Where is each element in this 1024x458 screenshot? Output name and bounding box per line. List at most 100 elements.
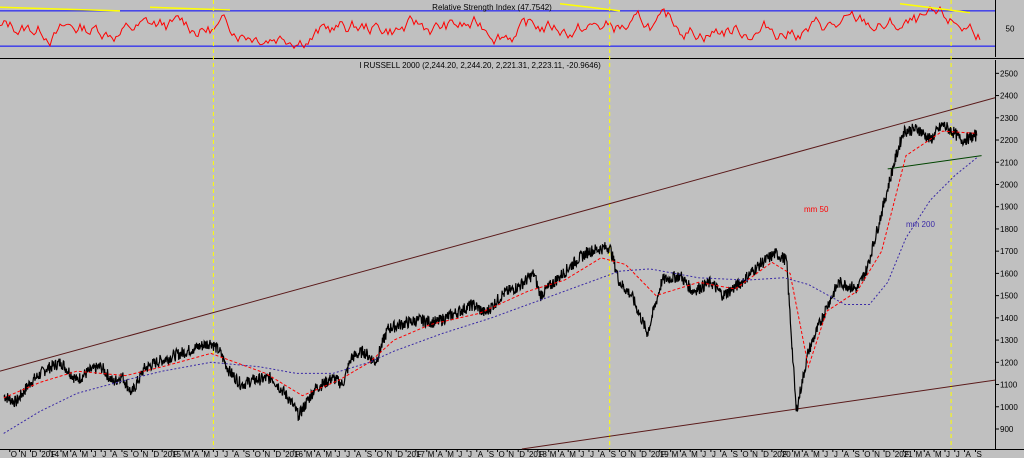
- y-tick-label: 1000: [1000, 403, 1018, 412]
- y-tick-label: 1300: [1000, 336, 1018, 345]
- x-tick-label: A: [234, 450, 240, 458]
- x-tick-label: A: [925, 450, 931, 458]
- y-tick-label: 1900: [1000, 203, 1018, 212]
- rsi-tick-label: 50: [1006, 25, 1015, 34]
- x-tick-label: J: [336, 450, 340, 458]
- x-tick-label: A: [722, 450, 728, 458]
- x-tick-label: D: [397, 450, 403, 458]
- x-tick-label: D: [153, 450, 159, 458]
- trendline-0: [0, 97, 996, 372]
- rsi-axis-bg: [995, 0, 1024, 57]
- x-tick-label: M: [203, 450, 210, 458]
- x-tick-label: S: [976, 450, 981, 458]
- y-tick-label: 2400: [1000, 92, 1018, 101]
- x-tick-label: 2015: [163, 450, 181, 458]
- rsi-title: Relative Strength Index (47.7542): [432, 3, 552, 12]
- x-tick-label: N: [264, 450, 270, 458]
- x-tick-label: M: [569, 450, 576, 458]
- x-tick-label: O: [255, 450, 261, 458]
- rsi-line: [0, 5, 981, 50]
- x-tick-label: A: [966, 450, 972, 458]
- x-tick-label: 2014: [41, 450, 59, 458]
- x-tick-label: J: [956, 450, 960, 458]
- y-tick-label: 2100: [1000, 158, 1018, 167]
- x-tick-label: S: [367, 450, 372, 458]
- x-tick-label: D: [275, 450, 281, 458]
- x-tick-label: J: [214, 450, 218, 458]
- rsi-trendline-1: [149, 6, 231, 11]
- y-tick-label: 1500: [1000, 292, 1018, 301]
- x-tick-label: A: [803, 450, 809, 458]
- y-tick-label: 1400: [1000, 314, 1018, 323]
- x-tick-label: M: [62, 450, 69, 458]
- axes: 900 1000 1100 1200 1300 1400 1500 1600 1700 1800 1…: [9, 69, 1018, 458]
- x-tick-label: O: [133, 450, 139, 458]
- x-tick-label: J: [580, 450, 584, 458]
- x-tick-label: N: [630, 450, 636, 458]
- x-tick-label: 2020: [773, 450, 791, 458]
- x-tick-label: A: [194, 450, 200, 458]
- x-tick-label: M: [306, 450, 313, 458]
- x-tick-label: O: [864, 450, 870, 458]
- x-tick-label: A: [72, 450, 78, 458]
- y-tick-label: 2500: [1000, 69, 1018, 78]
- x-tick-label: F: [51, 450, 56, 458]
- x-tick-label: D: [31, 450, 37, 458]
- x-tick-label: M: [81, 450, 88, 458]
- x-tick-label: F: [417, 450, 422, 458]
- y-tick-label: 2300: [1000, 114, 1018, 123]
- x-tick-label: N: [508, 450, 514, 458]
- x-tick-label: S: [245, 450, 250, 458]
- x-tick-label: J: [458, 450, 462, 458]
- y-tick-label: 900: [1000, 425, 1014, 434]
- x-tick-label: F: [661, 450, 666, 458]
- x-tick-label: J: [102, 450, 106, 458]
- x-tick-label: D: [519, 450, 525, 458]
- price-panel: [0, 0, 996, 450]
- x-tick-label: M: [184, 450, 191, 458]
- x-tick-label: F: [905, 450, 910, 458]
- x-tick-label: O: [620, 450, 626, 458]
- x-tick-label: M: [325, 450, 332, 458]
- x-tick-label: F: [539, 450, 544, 458]
- x-tick-label: S: [123, 450, 128, 458]
- x-tick-label: S: [855, 450, 860, 458]
- x-tick-label: M: [447, 450, 454, 458]
- x-tick-label: 2019: [651, 450, 669, 458]
- y-tick-label: 2200: [1000, 136, 1018, 145]
- price-axis-bg: [995, 60, 1024, 458]
- ma50-label: mm 50: [804, 205, 829, 214]
- x-tick-label: J: [224, 450, 228, 458]
- x-tick-label: J: [468, 450, 472, 458]
- x-tick-label: 2016: [285, 450, 303, 458]
- x-tick-label: A: [356, 450, 362, 458]
- x-tick-label: M: [428, 450, 435, 458]
- x-tick-label: M: [691, 450, 698, 458]
- x-tick-label: J: [346, 450, 350, 458]
- y-tick-label: 2000: [1000, 180, 1018, 189]
- x-tick-label: M: [935, 450, 942, 458]
- y-tick-label: 1200: [1000, 358, 1018, 367]
- ma200-label: mm 200: [906, 220, 935, 229]
- y-tick-label: 1600: [1000, 269, 1018, 278]
- x-tick-label: A: [559, 450, 565, 458]
- x-tick-label: M: [813, 450, 820, 458]
- x-tick-label: O: [499, 450, 505, 458]
- x-tick-label: J: [712, 450, 716, 458]
- x-tick-label: N: [752, 450, 758, 458]
- series-price: [3, 121, 978, 421]
- x-tick-label: D: [641, 450, 647, 458]
- rsi-panel: 50: [0, 3, 1015, 50]
- x-tick-label: J: [92, 450, 96, 458]
- price-panel-bg: [0, 60, 995, 449]
- y-tick-label: 1800: [1000, 225, 1018, 234]
- y-tick-label: 1700: [1000, 247, 1018, 256]
- x-tick-label: M: [916, 450, 923, 458]
- x-tick-label: 2021: [895, 450, 913, 458]
- x-tick-label: D: [763, 450, 769, 458]
- x-tick-label: O: [377, 450, 383, 458]
- series-ma200: [3, 157, 978, 434]
- rsi-trendline-0: [0, 6, 121, 12]
- x-tick-label: A: [844, 450, 850, 458]
